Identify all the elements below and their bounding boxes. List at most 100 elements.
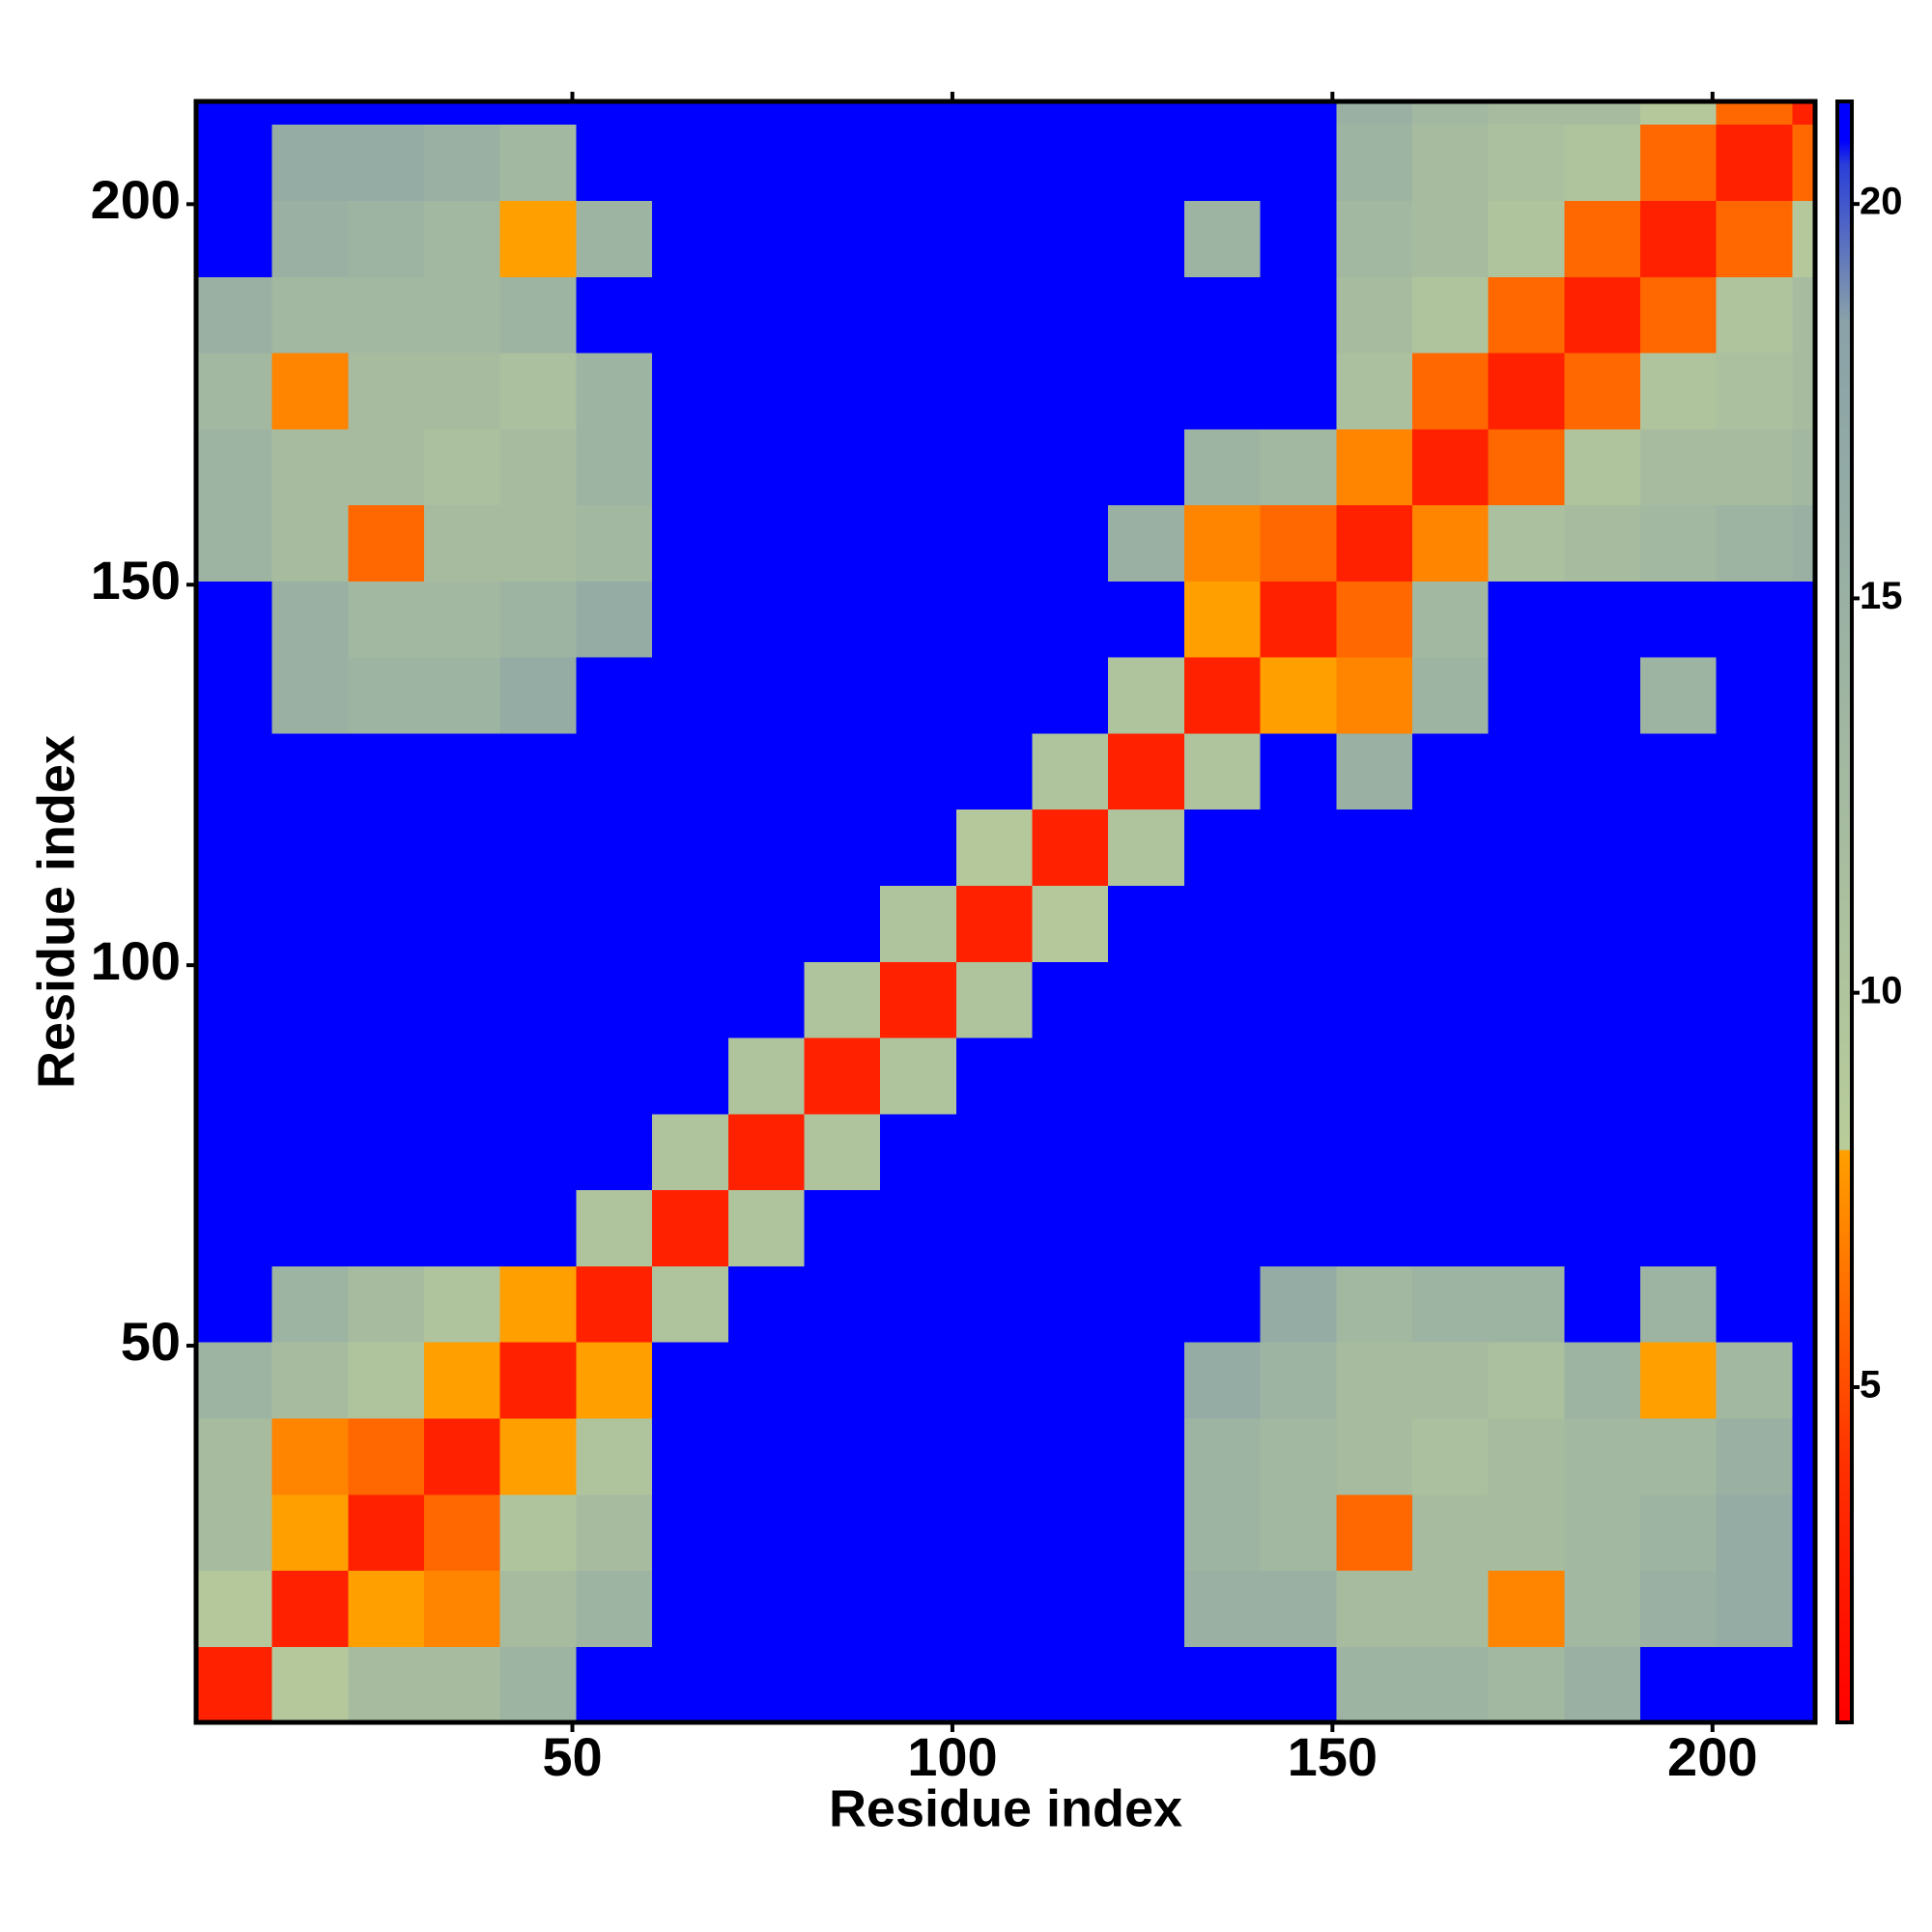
heatmap-cell (271, 657, 349, 734)
heatmap-cell (271, 504, 349, 582)
heatmap-cell (804, 1342, 881, 1419)
heatmap-cell (1108, 124, 1185, 202)
heatmap-cell (1183, 1342, 1262, 1419)
heatmap-cell (348, 581, 425, 658)
heatmap-cell (424, 1342, 501, 1419)
heatmap-cell (1640, 961, 1718, 1038)
heatmap-cell (1032, 101, 1109, 126)
heatmap-cell (804, 1646, 881, 1723)
heatmap-cell (1108, 885, 1185, 962)
heatmap-cell (1488, 352, 1565, 430)
heatmap-cell (1183, 1570, 1262, 1647)
heatmap-cell (727, 961, 806, 1038)
heatmap-cell (1260, 101, 1337, 126)
heatmap-cell (196, 352, 273, 430)
heatmap-cell (880, 1037, 957, 1115)
heatmap-cell (804, 200, 881, 277)
heatmap-cell (880, 276, 957, 354)
heatmap-cell (1032, 1189, 1109, 1266)
heatmap-cell (1032, 1493, 1109, 1572)
heatmap-cell (804, 809, 881, 887)
heatmap-cell (1336, 961, 1413, 1038)
heatmap-cell (1183, 1113, 1262, 1191)
heatmap-cell (1488, 1189, 1565, 1266)
heatmap-cell (727, 352, 806, 430)
heatmap-cell (955, 276, 1034, 354)
heatmap-cell (1716, 885, 1793, 962)
heatmap-cell (1488, 809, 1565, 887)
heatmap-cell (196, 200, 273, 277)
heatmap-cell (576, 101, 653, 126)
heatmap-cell (348, 885, 425, 962)
heatmap-cell (1564, 1646, 1641, 1723)
heatmap-cell (1183, 101, 1262, 126)
heatmap-cell (271, 1342, 349, 1419)
heatmap-cell (1336, 1265, 1413, 1343)
heatmap-cell (1108, 276, 1185, 354)
heatmap-cell (1564, 581, 1641, 658)
heatmap-cell (1564, 809, 1641, 887)
heatmap-cell (804, 101, 881, 126)
heatmap-cell (576, 885, 653, 962)
heatmap-cell (1640, 1417, 1718, 1495)
heatmap-cell (1260, 1342, 1337, 1419)
heatmap-cell (727, 1417, 806, 1495)
heatmap-cell (880, 1570, 957, 1647)
heatmap-cell (1032, 504, 1109, 582)
heatmap-cell (1716, 1113, 1793, 1191)
heatmap-cell (1260, 504, 1337, 582)
heatmap-cell (727, 1493, 806, 1572)
heatmap-cells (196, 101, 1816, 1723)
heatmap-cell (1183, 352, 1262, 430)
heatmap-cell (727, 581, 806, 658)
heatmap-cell (1411, 961, 1490, 1038)
heatmap-cell (1564, 1493, 1641, 1572)
heatmap-cell (499, 276, 578, 354)
heatmap-cell (1108, 809, 1185, 887)
heatmap-cell (196, 809, 273, 887)
heatmap-cell (499, 1113, 578, 1191)
heatmap-cell (196, 1342, 273, 1419)
heatmap-cell (955, 1493, 1034, 1572)
heatmap-cell (196, 101, 273, 126)
heatmap-cell (804, 1417, 881, 1495)
heatmap-cell (271, 276, 349, 354)
heatmap-cell (499, 200, 578, 277)
heatmap-cell (1032, 1646, 1109, 1723)
heatmap-cell (271, 1646, 349, 1723)
heatmap-cell (1336, 101, 1413, 126)
heatmap-cell (1488, 101, 1565, 126)
heatmap-cell (880, 732, 957, 810)
heatmap-cell (1411, 124, 1490, 202)
heatmap-cell (804, 1493, 881, 1572)
heatmap-cell (727, 885, 806, 962)
heatmap-cell (499, 1646, 578, 1723)
heatmap-cell (1260, 809, 1337, 887)
heatmap-cell (576, 581, 653, 658)
heatmap-cell (955, 1570, 1034, 1647)
heatmap-cell (1564, 504, 1641, 582)
heatmap-cell (1640, 276, 1718, 354)
heatmap-cell (1183, 657, 1262, 734)
heatmap-cell (880, 885, 957, 962)
heatmap-cell (271, 809, 349, 887)
heatmap-cell (1564, 732, 1641, 810)
heatmap-cell (196, 657, 273, 734)
heatmap-cell (804, 1189, 881, 1266)
heatmap-cell (1640, 1189, 1718, 1266)
heatmap-cell (1108, 1493, 1185, 1572)
heatmap-cell (1032, 1113, 1109, 1191)
heatmap-cell (348, 1342, 425, 1419)
heatmap-cell (424, 1265, 501, 1343)
heatmap-cell (1411, 101, 1490, 126)
heatmap-cell (1260, 1417, 1337, 1495)
heatmap-cell (652, 885, 729, 962)
heatmap-cell (1411, 732, 1490, 810)
heatmap-cell (1640, 581, 1718, 658)
heatmap-cell (1792, 1417, 1816, 1495)
x-axis-title: Residue index (829, 1779, 1182, 1837)
heatmap-cell (576, 1493, 653, 1572)
heatmap-cell (424, 885, 501, 962)
heatmap-cell (652, 1417, 729, 1495)
heatmap-cell (1564, 124, 1641, 202)
